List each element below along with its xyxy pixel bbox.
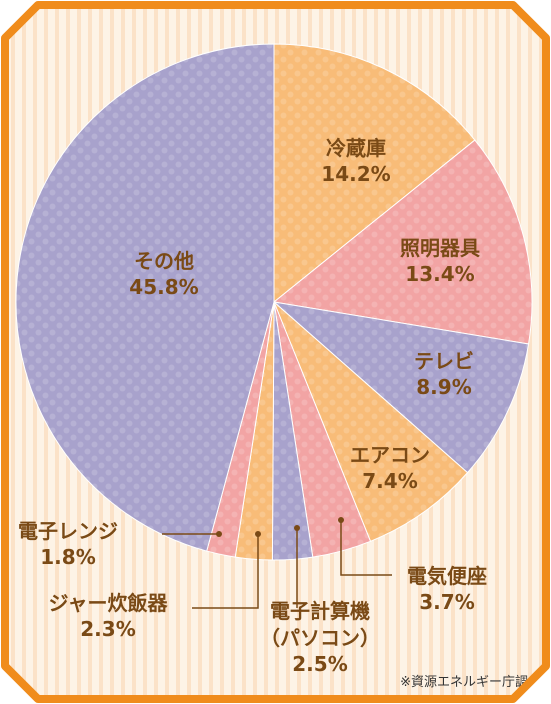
slice-value-4: 7.4% [362,469,417,493]
slice-label-4: エアコン [350,443,430,467]
slice-value-6: 2.5% [292,652,347,676]
slice-value-9: 45.8% [129,275,198,299]
slice-label-5: 電気便座 [407,564,487,588]
pie-texture [16,44,532,560]
slice-value-8: 1.8% [40,545,95,569]
slice-value-7: 2.3% [80,617,135,641]
slice-label-9: その他 [134,249,194,273]
slice-label-8: 電子レンジ [18,519,118,543]
leader-dot-7 [255,531,261,537]
leader-line-7 [192,534,259,609]
slice-value-1: 14.2% [321,162,390,186]
slice-label-6: 電子計算機 [270,599,370,623]
leader-dot-8 [216,531,222,537]
slice-value-3: 8.9% [416,375,471,399]
slice-label-3: テレビ [414,349,474,373]
leader-line-5 [340,520,392,576]
source-note: ※資源エネルギー庁調べ [400,675,541,690]
slice-label-6-line2: （パソコン） [260,626,380,650]
leader-dot-6 [294,525,300,531]
slice-label-1: 冷蔵庫 [326,136,386,160]
leader-dot-5 [338,517,344,523]
slice-label-2: 照明器具 [400,236,480,260]
slice-label-7: ジャー炊飯器 [49,591,169,615]
slice-value-5: 3.7% [419,590,474,614]
slice-value-2: 13.4% [405,262,474,286]
